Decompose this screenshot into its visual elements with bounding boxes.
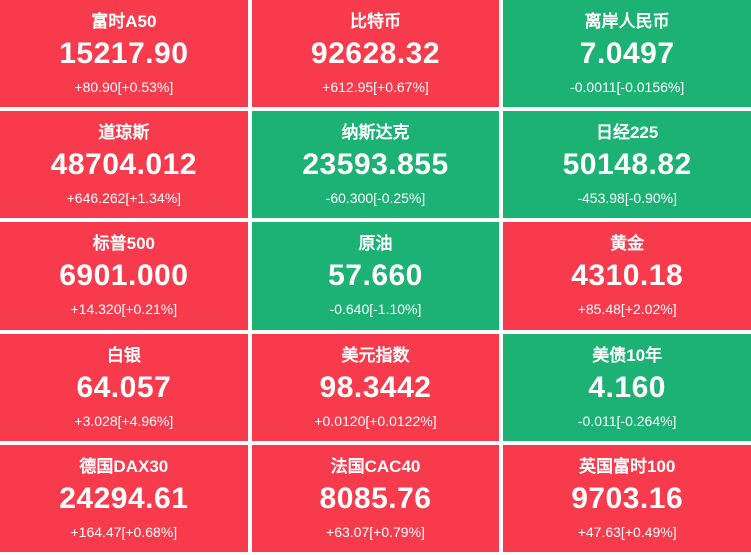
market-name: 德国DAX30 <box>79 456 169 476</box>
market-tile[interactable]: 黄金 4310.18 +85.48[+2.02%] <box>503 222 751 330</box>
market-value: 8085.76 <box>319 481 432 515</box>
market-name: 黄金 <box>610 234 645 254</box>
market-tile[interactable]: 离岸人民币 7.0497 -0.0011[-0.0156%] <box>503 0 751 108</box>
market-tile[interactable]: 法国CAC40 8085.76 +63.07[+0.79%] <box>251 444 500 552</box>
market-name: 比特币 <box>349 12 401 32</box>
market-value: 50148.82 <box>562 148 692 182</box>
market-name: 美元指数 <box>341 345 410 365</box>
market-name: 离岸人民币 <box>584 12 670 32</box>
market-value: 57.660 <box>328 259 423 293</box>
market-tile[interactable]: 道琼斯 48704.012 +646.262[+1.34%] <box>0 111 248 219</box>
market-change: -453.98[-0.90%] <box>577 190 677 207</box>
market-change: +80.90[+0.53%] <box>74 79 174 96</box>
market-name: 法国CAC40 <box>330 456 421 476</box>
market-tile[interactable]: 纳斯达克 23593.855 -60.300[-0.25%] <box>251 111 500 219</box>
market-value: 23593.855 <box>302 148 449 182</box>
market-value: 4310.18 <box>571 259 684 293</box>
market-value: 64.057 <box>76 370 172 404</box>
market-name: 富时A50 <box>91 12 157 32</box>
market-name: 英国富时100 <box>578 456 676 476</box>
market-tile[interactable]: 美债10年 4.160 -0.011[-0.264%] <box>503 333 751 441</box>
market-tile[interactable]: 德国DAX30 24294.61 +164.47[+0.68%] <box>0 444 248 552</box>
market-tile[interactable]: 英国富时100 9703.16 +47.63[+0.49%] <box>503 444 751 552</box>
market-change: -0.011[-0.264%] <box>577 412 677 429</box>
market-tile[interactable]: 日经225 50148.82 -453.98[-0.90%] <box>503 111 751 219</box>
market-value: 92628.32 <box>310 37 441 71</box>
market-value: 48704.012 <box>50 148 197 182</box>
market-tile[interactable]: 白银 64.057 +3.028[+4.96%] <box>0 333 248 441</box>
market-change: -60.300[-0.25%] <box>325 190 426 207</box>
market-tile[interactable]: 原油 57.660 -0.640[-1.10%] <box>251 222 500 330</box>
market-change: +14.320[+0.21%] <box>70 301 178 318</box>
market-change: +612.95[+0.67%] <box>322 79 429 96</box>
market-change: +3.028[+4.96%] <box>74 412 174 429</box>
market-value: 9703.16 <box>571 481 684 515</box>
market-value: 6901.000 <box>59 259 189 293</box>
market-change: +646.262[+1.34%] <box>66 190 182 207</box>
market-value: 98.3442 <box>319 370 432 404</box>
market-name: 日经225 <box>595 123 659 143</box>
market-name: 标普500 <box>92 234 156 254</box>
market-name: 美债10年 <box>592 345 663 365</box>
market-name: 道琼斯 <box>98 123 150 143</box>
market-change: +85.48[+2.02%] <box>577 301 677 318</box>
market-tile[interactable]: 标普500 6901.000 +14.320[+0.21%] <box>0 222 248 330</box>
market-tile[interactable]: 比特币 92628.32 +612.95[+0.67%] <box>251 0 500 108</box>
market-tile[interactable]: 美元指数 98.3442 +0.0120[+0.0122%] <box>251 333 500 441</box>
market-value: 4.160 <box>588 370 666 404</box>
market-change: -0.640[-1.10%] <box>329 301 422 318</box>
market-change: +0.0120[+0.0122%] <box>314 412 437 429</box>
market-name: 纳斯达克 <box>341 123 410 143</box>
market-change: +164.47[+0.68%] <box>70 523 178 540</box>
market-change: +63.07[+0.79%] <box>326 523 425 540</box>
market-value: 7.0497 <box>579 37 675 71</box>
market-tile[interactable]: 富时A50 15217.90 +80.90[+0.53%] <box>0 0 248 108</box>
market-change: -0.0011[-0.0156%] <box>570 79 685 96</box>
market-name: 白银 <box>106 345 141 365</box>
market-name: 原油 <box>358 234 393 254</box>
market-value: 15217.90 <box>59 37 189 71</box>
market-value: 24294.61 <box>59 481 189 515</box>
market-change: +47.63[+0.49%] <box>577 523 677 540</box>
